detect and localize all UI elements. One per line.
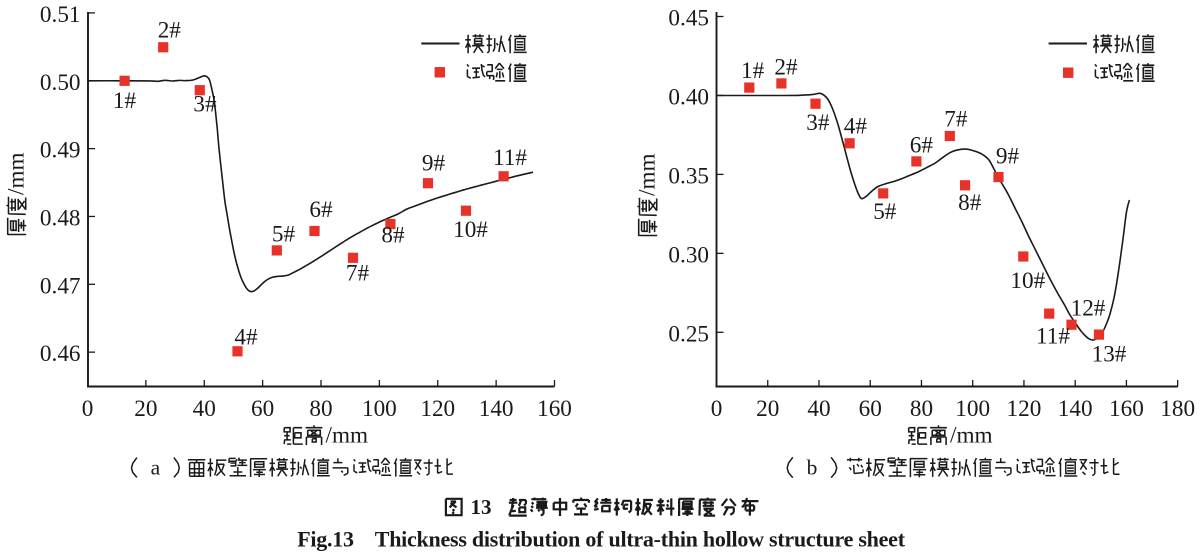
svg-text:1#: 1# (113, 88, 137, 114)
svg-text:2#: 2# (774, 54, 798, 80)
svg-text:60: 60 (859, 396, 882, 422)
svg-text:6#: 6# (910, 132, 934, 158)
svg-text:40: 40 (193, 396, 216, 422)
svg-text:0.46: 0.46 (40, 341, 81, 367)
svg-text:0: 0 (82, 396, 94, 422)
svg-text:140: 140 (1058, 396, 1093, 422)
svg-text:10#: 10# (453, 217, 488, 243)
svg-text:4#: 4# (234, 325, 258, 351)
svg-text:0.49: 0.49 (40, 138, 81, 164)
svg-text:b: b (807, 456, 818, 480)
svg-text:100: 100 (955, 396, 990, 422)
svg-text:0.48: 0.48 (40, 205, 81, 231)
svg-text:100: 100 (362, 396, 397, 422)
svg-text:7#: 7# (944, 106, 968, 132)
svg-text:7#: 7# (346, 261, 370, 287)
svg-text:0.30: 0.30 (668, 242, 709, 268)
svg-text:a: a (151, 456, 161, 480)
svg-text:2#: 2# (158, 17, 182, 43)
svg-text:5#: 5# (873, 199, 897, 225)
svg-text:/mm: /mm (4, 152, 30, 195)
svg-text:9#: 9# (996, 144, 1020, 170)
svg-text:120: 120 (420, 396, 455, 422)
svg-text:20: 20 (134, 396, 157, 422)
svg-text:0: 0 (711, 396, 723, 422)
svg-text:160: 160 (537, 396, 572, 422)
svg-text:11#: 11# (1036, 324, 1070, 350)
svg-text:120: 120 (1007, 396, 1042, 422)
svg-text:0.35: 0.35 (668, 163, 709, 189)
svg-text:6#: 6# (309, 197, 333, 223)
svg-text:Fig.13 Thickness distributi: Fig.13 Thickness distribution of ultra-t… (297, 527, 905, 552)
svg-text:60: 60 (251, 396, 274, 422)
svg-text:13#: 13# (1092, 342, 1127, 368)
svg-text:3#: 3# (193, 92, 217, 118)
svg-text:180: 180 (1160, 396, 1195, 422)
svg-text:/mm: /mm (326, 423, 369, 449)
svg-text:160: 160 (1109, 396, 1144, 422)
svg-text:8#: 8# (381, 223, 405, 249)
svg-text:3#: 3# (806, 110, 830, 136)
svg-text:8#: 8# (958, 190, 982, 216)
svg-text:10#: 10# (1010, 268, 1045, 294)
svg-text:9#: 9# (422, 150, 446, 176)
svg-text:11#: 11# (493, 145, 527, 171)
svg-text:0.45: 0.45 (668, 6, 709, 32)
svg-text:20: 20 (756, 396, 779, 422)
svg-text:12#: 12# (1071, 296, 1106, 322)
svg-text:4#: 4# (844, 114, 868, 140)
svg-text:/mm: /mm (635, 153, 661, 196)
svg-text:40: 40 (807, 396, 830, 422)
svg-text:0.51: 0.51 (40, 2, 81, 28)
svg-text:0.50: 0.50 (40, 70, 81, 96)
svg-text:140: 140 (479, 396, 514, 422)
svg-text:0.47: 0.47 (40, 273, 81, 299)
svg-text:0.25: 0.25 (668, 321, 709, 347)
svg-text:1#: 1# (741, 58, 765, 84)
svg-text:5#: 5# (272, 222, 296, 248)
svg-text:0.40: 0.40 (668, 84, 709, 110)
svg-text:80: 80 (309, 396, 332, 422)
svg-text:/mm: /mm (950, 423, 993, 449)
svg-text:80: 80 (910, 396, 933, 422)
svg-text:13: 13 (471, 495, 492, 519)
